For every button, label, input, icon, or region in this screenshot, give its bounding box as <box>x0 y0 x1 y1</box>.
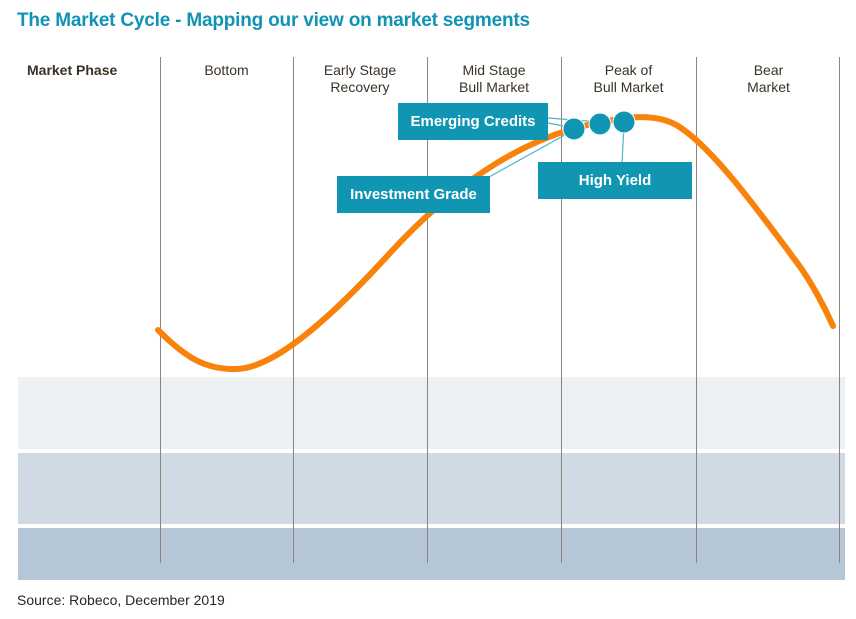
page-title: The Market Cycle - Mapping our view on m… <box>17 10 530 31</box>
cycle-point-investment-grade <box>562 117 586 141</box>
market-cycle-curve <box>155 114 836 373</box>
grid-line <box>293 57 294 563</box>
grid-line <box>427 57 428 563</box>
band-valuation <box>18 453 845 524</box>
band-psychology <box>18 528 845 580</box>
band-fundamentals <box>18 377 845 449</box>
label-high-yield: High Yield <box>538 162 692 199</box>
header-phase-bottom: Bottom <box>204 62 249 78</box>
header-market-phase: Market Phase <box>27 62 118 78</box>
cycle-point-emerging-credits <box>588 112 612 136</box>
source-note: Source: Robeco, December 2019 <box>17 592 225 608</box>
label-emerging-credits: Emerging Credits <box>398 103 548 140</box>
grid-line <box>561 57 562 563</box>
grid-line <box>160 57 161 563</box>
header-phase-early-stage-recovery: Early Stage Recovery <box>323 62 397 95</box>
connector-investment-grade-line <box>488 130 573 178</box>
label-investment-grade: Investment Grade <box>337 176 490 213</box>
header-phase-bear-market: Bear Market <box>747 62 790 95</box>
cycle-point-high-yield <box>612 110 636 134</box>
header-phase-peak-of-bull-market: Peak of Bull Market <box>593 62 664 95</box>
header-phase-mid-stage-bull-market: Mid Stage Bull Market <box>458 62 530 95</box>
grid-line <box>696 57 697 563</box>
grid-line <box>839 57 840 563</box>
